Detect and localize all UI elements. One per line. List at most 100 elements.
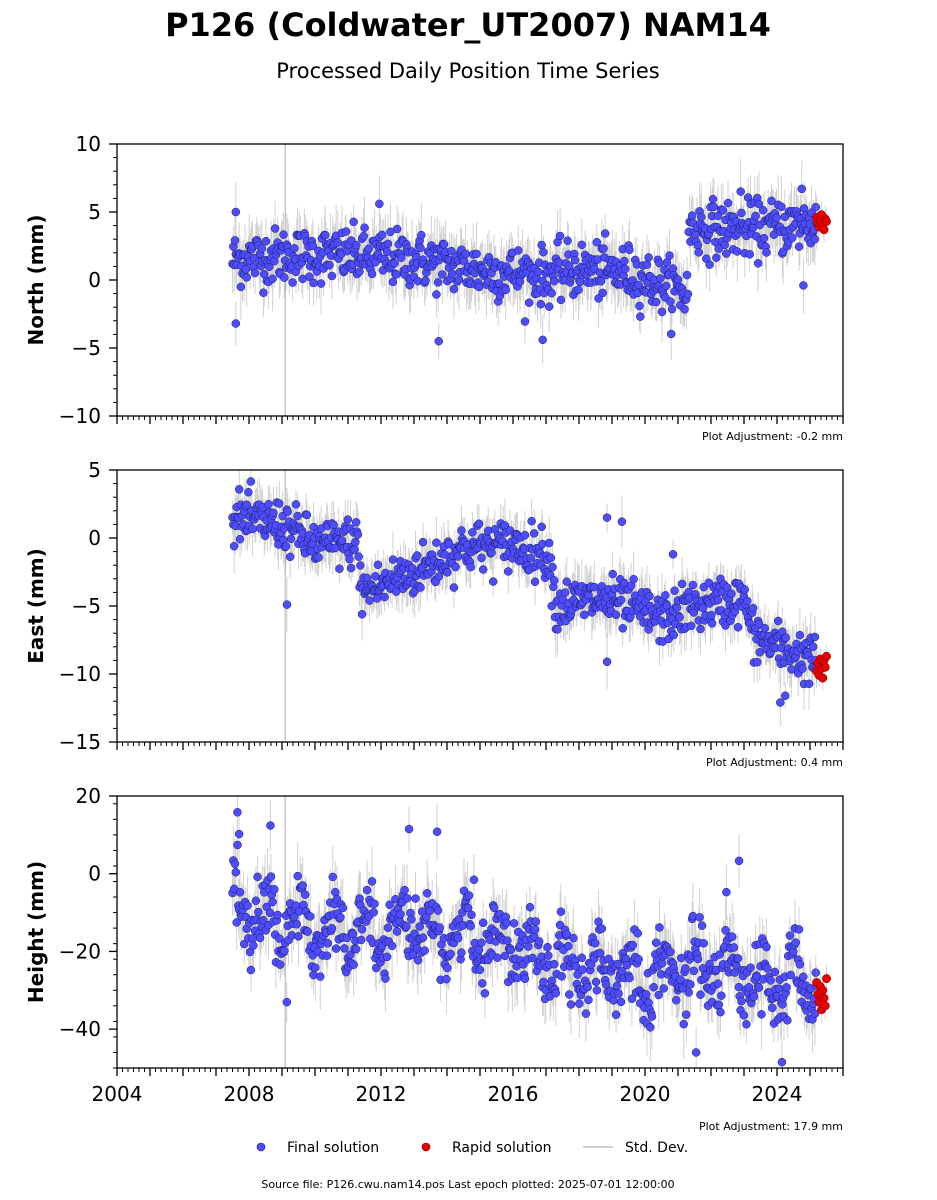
final-point (392, 224, 402, 234)
final-point (611, 1010, 621, 1019)
final-point (420, 946, 429, 955)
final-point (733, 954, 743, 963)
final-point (524, 942, 533, 951)
final-point (231, 867, 241, 877)
final-point (474, 945, 484, 955)
final-point (628, 940, 638, 950)
final-point (758, 206, 768, 215)
final-point (716, 1007, 725, 1017)
final-point (799, 281, 808, 290)
final-point (285, 552, 295, 562)
final-point (283, 507, 292, 516)
final-point (351, 537, 360, 547)
y-tick-label: −5 (72, 336, 101, 360)
final-point (354, 552, 363, 561)
final-point (412, 551, 422, 560)
final-point (625, 245, 634, 255)
final-point (608, 569, 617, 579)
final-point (544, 302, 554, 311)
final-point (248, 524, 257, 534)
final-point (475, 965, 485, 975)
final-point (612, 981, 622, 991)
final-point (232, 918, 241, 927)
final-point (616, 595, 626, 605)
final-point (538, 335, 547, 345)
final-point (472, 249, 481, 259)
final-solution-series (228, 184, 821, 346)
final-point (562, 930, 571, 939)
plot-area (228, 144, 831, 416)
final-point (421, 276, 430, 285)
final-point (264, 499, 273, 509)
final-point (620, 264, 630, 274)
final-point (635, 301, 644, 311)
final-point (432, 538, 441, 547)
final-point (364, 244, 373, 253)
final-point (527, 516, 536, 526)
final-point (565, 990, 574, 999)
final-point (323, 939, 333, 948)
final-point (338, 903, 348, 913)
final-point (627, 994, 637, 1004)
plot-adjustment-note: Plot Adjustment: 0.4 mm (706, 756, 843, 769)
final-point (811, 968, 821, 977)
final-point (617, 517, 627, 526)
north-panel: 10 5 0 −5 −10 North (mm) Plot Adjustment: -0.2… (24, 132, 844, 443)
rapid-point (820, 662, 830, 672)
final-point (683, 289, 693, 299)
final-point (261, 236, 271, 246)
final-point (280, 273, 289, 282)
final-point (525, 902, 535, 912)
final-point (453, 552, 463, 561)
final-point (591, 977, 601, 987)
final-point (707, 610, 716, 620)
final-point (253, 872, 262, 882)
height-panel: 20 0 −20 −40 2004 2008 2012 2016 2020 2024 Height … (24, 784, 844, 1133)
rapid-point (818, 673, 828, 683)
final-point (230, 859, 240, 869)
final-point (544, 538, 554, 548)
final-point (383, 923, 393, 932)
final-point (448, 269, 457, 279)
final-point (785, 931, 795, 940)
chart-title: P126 (Coldwater_UT2007) NAM14 (165, 6, 771, 44)
final-point (530, 925, 540, 934)
final-point (666, 297, 675, 306)
final-point (656, 274, 665, 283)
final-point (453, 933, 463, 943)
final-point (539, 977, 548, 987)
final-point (509, 919, 519, 928)
final-point (375, 199, 384, 209)
final-point (282, 997, 292, 1007)
final-point (528, 953, 537, 963)
final-point (385, 900, 394, 910)
final-point (239, 939, 249, 949)
final-point (294, 932, 303, 941)
final-point (443, 568, 452, 577)
final-point (671, 995, 681, 1005)
final-point (620, 256, 629, 266)
final-point (618, 624, 627, 633)
final-point (565, 261, 574, 271)
x-tick-label: 2012 (356, 1082, 407, 1106)
final-point (754, 619, 764, 629)
final-point (442, 974, 451, 984)
final-point (767, 196, 776, 206)
final-point (425, 906, 434, 916)
final-point (645, 591, 654, 601)
final-point (434, 336, 443, 346)
final-point (233, 840, 242, 850)
final-point (781, 633, 790, 642)
final-point (235, 888, 245, 897)
final-point (804, 679, 814, 689)
final-point (404, 824, 414, 834)
final-point (571, 962, 581, 971)
final-point (327, 271, 337, 281)
rapid-point (822, 974, 831, 984)
final-point (520, 974, 530, 983)
final-point (693, 954, 703, 964)
final-point (742, 1019, 751, 1029)
final-point (697, 921, 707, 930)
final-point (592, 237, 602, 247)
final-point (480, 989, 490, 998)
